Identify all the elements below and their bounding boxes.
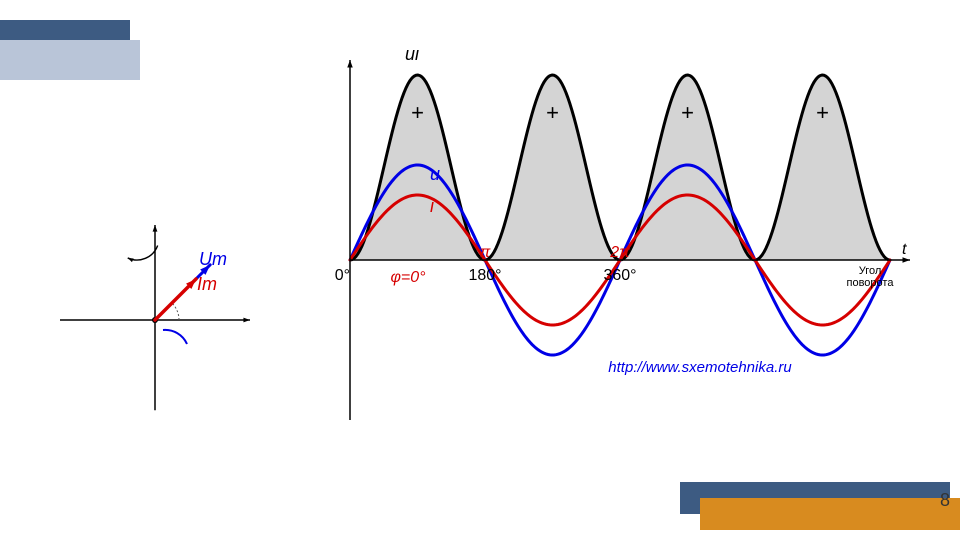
svg-text:0°: 0° bbox=[335, 267, 350, 284]
svg-text:Um: Um bbox=[199, 249, 227, 269]
svg-text:http://www.sxemotehnika.ru: http://www.sxemotehnika.ru bbox=[608, 359, 792, 376]
svg-text:t: t bbox=[902, 241, 907, 258]
phasor-diagram: Um Im bbox=[15, 170, 295, 475]
page-number: 8 bbox=[940, 490, 950, 511]
wave-diagram: uiui++++0°180°360°φ=0°π2πtУголповоротаht… bbox=[320, 50, 940, 475]
svg-text:u: u bbox=[430, 164, 440, 184]
deco-top-front bbox=[0, 40, 140, 80]
svg-text:π: π bbox=[480, 244, 491, 261]
deco-bottom-front bbox=[700, 498, 960, 530]
svg-text:+: + bbox=[816, 100, 829, 125]
svg-text:Угол: Угол bbox=[859, 265, 882, 277]
svg-text:360°: 360° bbox=[603, 267, 636, 284]
svg-text:+: + bbox=[681, 100, 694, 125]
svg-text:+: + bbox=[411, 100, 424, 125]
svg-text:Im: Im bbox=[197, 274, 217, 294]
svg-text:ui: ui bbox=[405, 50, 420, 64]
svg-text:180°: 180° bbox=[468, 267, 501, 284]
svg-text:2π: 2π bbox=[609, 244, 630, 261]
svg-text:φ=0°: φ=0° bbox=[390, 269, 426, 286]
svg-text:+: + bbox=[546, 100, 559, 125]
svg-text:поворота: поворота bbox=[847, 277, 895, 289]
